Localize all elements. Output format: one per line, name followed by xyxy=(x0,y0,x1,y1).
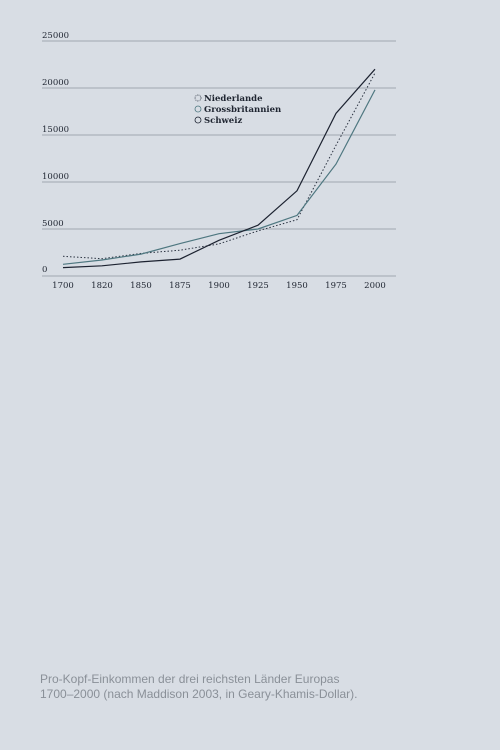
y-tick-label: 15000 xyxy=(42,125,69,135)
legend-marker xyxy=(194,105,202,113)
legend-label: Schweiz xyxy=(204,116,242,126)
legend-label: Niederlande xyxy=(204,94,263,104)
grid-lines xyxy=(42,40,396,277)
line-chart: 0 5000 10000 15000 20000 25000 1700 1820 1850 18… xyxy=(42,31,396,291)
y-tick-label: 25000 xyxy=(42,31,69,41)
x-tick-label: 1850 xyxy=(130,281,152,291)
y-axis: 0 5000 10000 15000 20000 25000 xyxy=(42,31,69,275)
x-tick-label: 1900 xyxy=(208,281,230,291)
y-tick-label: 0 xyxy=(42,265,47,275)
x-tick-label: 1975 xyxy=(325,281,347,291)
y-tick-label: 10000 xyxy=(42,172,69,182)
series-line-grossbritannien xyxy=(62,89,376,265)
x-tick-label: 2000 xyxy=(364,281,386,291)
legend-marker xyxy=(194,116,202,124)
y-tick-label: 20000 xyxy=(42,78,69,88)
series-line-niederlande xyxy=(62,72,376,260)
x-tick-label: 1925 xyxy=(247,281,269,291)
series-lines xyxy=(62,68,376,269)
y-tick-label: 5000 xyxy=(42,219,64,229)
legend-marker xyxy=(194,94,202,102)
x-tick-label: 1875 xyxy=(169,281,191,291)
legend-label: Grossbritannien xyxy=(204,105,281,115)
x-tick-label: 1950 xyxy=(286,281,308,291)
series-line-schweiz xyxy=(62,68,376,269)
x-tick-label: 1820 xyxy=(91,281,113,291)
x-axis: 1700 1820 1850 1875 1900 1925 1950 1975 2000 xyxy=(52,281,386,291)
x-tick-label: 1700 xyxy=(52,281,74,291)
figure-caption: Pro-Kopf-Einkommen der drei reichsten Lä… xyxy=(40,672,358,701)
